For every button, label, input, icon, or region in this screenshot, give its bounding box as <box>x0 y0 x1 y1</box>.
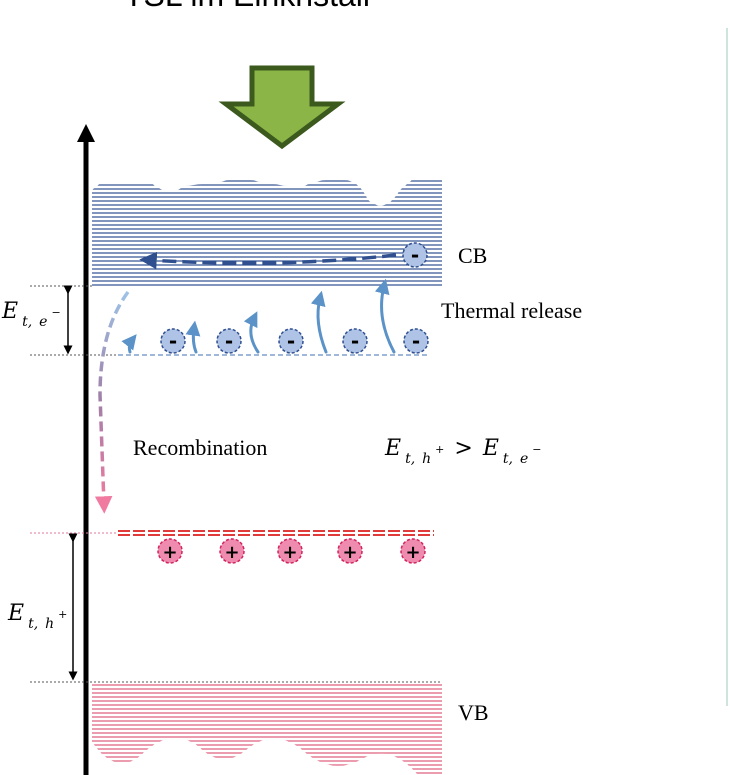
electron-icon: - <box>278 328 304 354</box>
valence-band <box>92 684 442 775</box>
trapped-holes: + + + + + <box>157 538 426 564</box>
hole-icon: + <box>337 538 363 564</box>
et-hole-label: E t, h + <box>7 601 67 632</box>
electron-icon: - <box>160 328 186 354</box>
energy-comparison: E t, h + > E t, e − <box>384 436 541 467</box>
hole-icon: + <box>219 538 245 564</box>
trapped-electrons: - - - - - <box>160 328 429 354</box>
svg-text:+: + <box>224 542 239 563</box>
recombination-arrow <box>94 290 130 514</box>
electron-icon: - <box>403 328 429 354</box>
svg-text:+: + <box>282 542 297 563</box>
electron-icon: - <box>216 328 242 354</box>
hole-trap-level <box>118 530 434 536</box>
svg-text:-: - <box>287 329 295 353</box>
thermal-release-label: Thermal release <box>441 298 582 323</box>
svg-text:-: - <box>411 243 419 267</box>
recombination-label: Recombination <box>133 435 267 460</box>
energy-axis-arrowhead <box>77 124 95 142</box>
svg-text:-: - <box>169 329 177 353</box>
free-electron: - <box>402 242 428 268</box>
electron-icon: - <box>342 328 368 354</box>
cb-label: CB <box>458 243 487 268</box>
hole-icon: + <box>400 538 426 564</box>
conduction-band <box>92 179 442 286</box>
excitation-down-arrow-icon <box>218 65 346 150</box>
hole-icon: + <box>277 538 303 564</box>
svg-text:+: + <box>342 542 357 563</box>
svg-text:-: - <box>351 329 359 353</box>
thermal-release-arrows <box>121 278 396 354</box>
cb-transport-arrow <box>139 251 397 270</box>
svg-text:-: - <box>412 329 420 353</box>
svg-text:-: - <box>225 329 233 353</box>
et-electron-label: E t, e − <box>1 299 61 330</box>
vb-label: VB <box>458 700 489 725</box>
svg-text:+: + <box>162 542 177 563</box>
title: TSL im Einkristall <box>124 0 370 13</box>
svg-text:+: + <box>405 542 420 563</box>
hole-icon: + <box>157 538 183 564</box>
